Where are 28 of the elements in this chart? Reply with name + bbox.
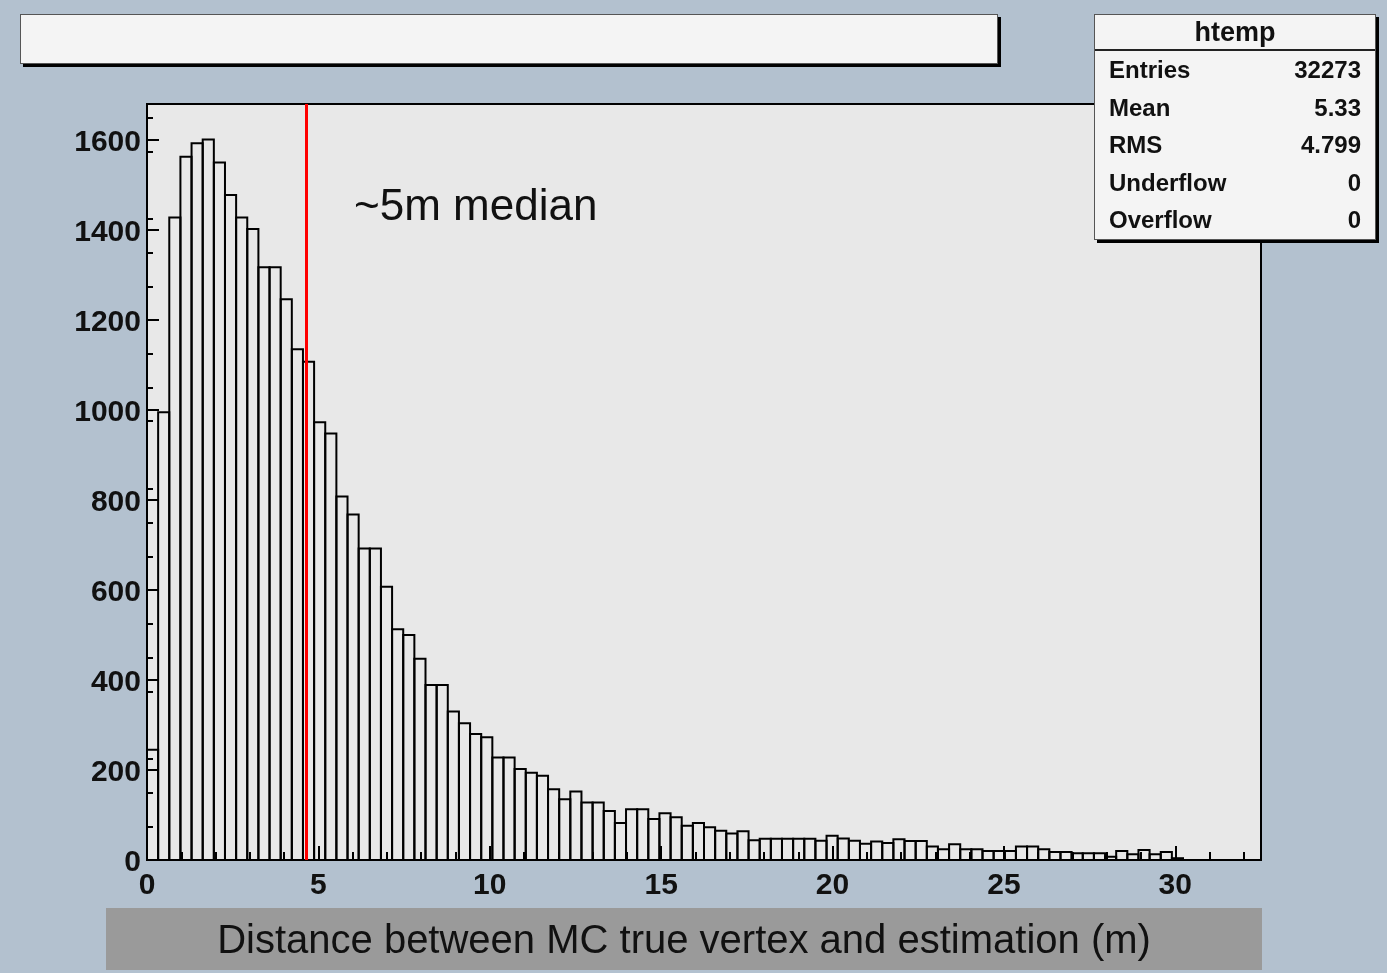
text: 4.799 (1300, 130, 1361, 161)
x-tick-label: 15 (644, 866, 678, 900)
annotation: Underflow (1109, 167, 1227, 198)
y-tick-label: 1200 (74, 303, 141, 337)
y-tick-label: 1000 (74, 393, 141, 427)
y-tick-label: 200 (90, 753, 141, 787)
y-tick-label: 600 (90, 573, 141, 607)
y-tick-label: 0 (124, 843, 141, 877)
annotation: Mean (1109, 92, 1171, 123)
x-tick-label: 25 (987, 866, 1021, 900)
x-axis-title: Distance between MC true vertex and estimation (m) (106, 908, 1262, 970)
y-tick-label: 400 (90, 663, 141, 697)
text: 5.33 (1314, 92, 1361, 123)
text: htemp (1095, 15, 1375, 51)
y-tick-label: 1600 (74, 123, 141, 157)
annotation: Overflow (1109, 205, 1212, 236)
text: 0 (1347, 167, 1361, 198)
annotation: RMS (1109, 130, 1163, 161)
x-tick-label: 5 (310, 866, 327, 900)
text: Entries (1109, 55, 1191, 85)
ref-line-label: ~5m median (354, 179, 598, 229)
text: 32273 (1294, 55, 1361, 85)
y-tick-label: 800 (90, 483, 141, 517)
x-tick-label: 20 (815, 866, 850, 900)
y-tick-label: 1400 (74, 213, 141, 247)
text: 0 (1347, 205, 1361, 236)
x-tick-label: 10 (473, 866, 507, 900)
x-tick-label: 30 (1158, 866, 1192, 900)
